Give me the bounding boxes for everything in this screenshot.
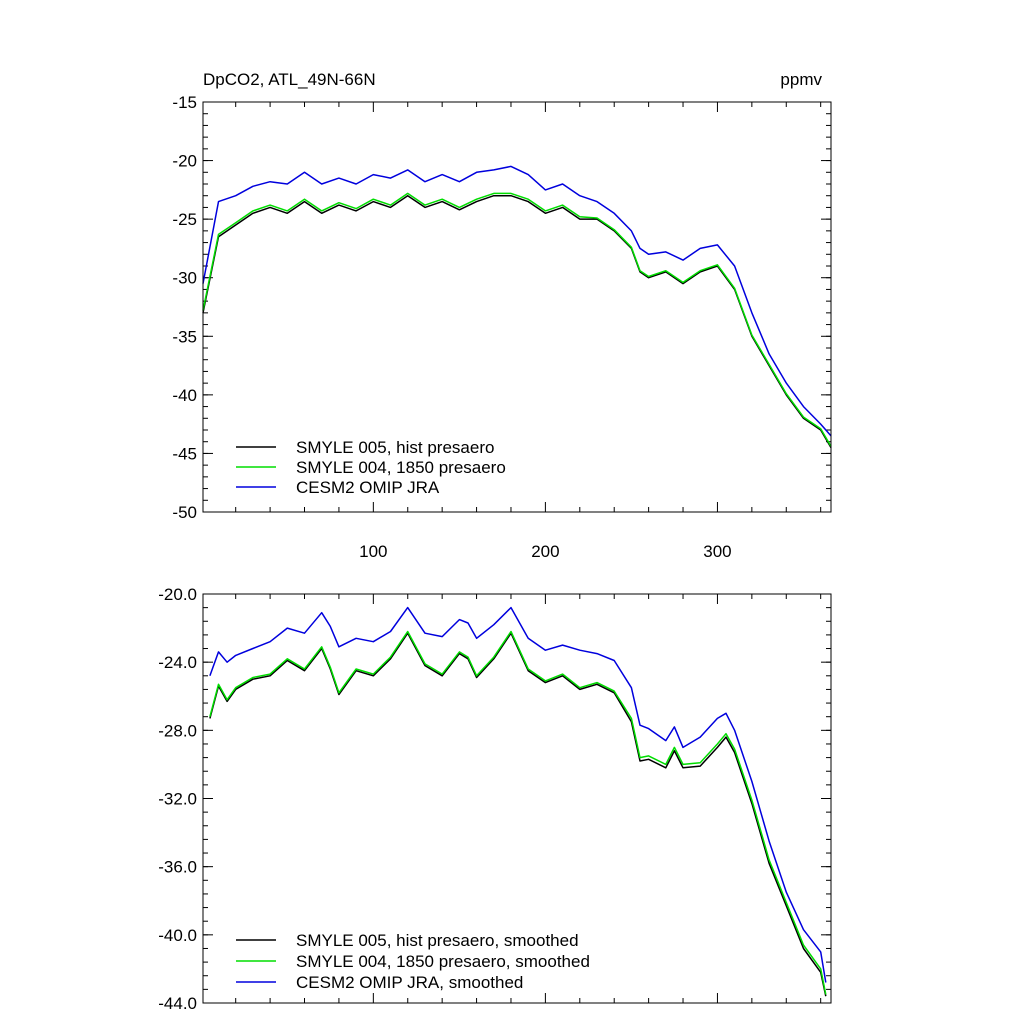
y-tick-label: -40 [172,386,197,405]
x-tick-label: 100 [359,542,387,561]
series-line-cesm2-omip-jra [202,165,832,437]
legend-label-cesm2-omip-jra-smoothed: CESM2 OMIP JRA, smoothed [296,973,523,992]
y-tick-label: -30 [172,269,197,288]
y-tick-label: -24.0 [158,653,197,672]
top-plot-frame [202,101,832,513]
top-series-lines [202,165,832,448]
y-tick-label: -15 [172,93,197,112]
series-line-smyle-005-hist-presaero [202,194,832,448]
series-line-smyle-004-1850-presaero-smoothed [209,630,827,995]
y-tick-label: -44.0 [158,994,197,1013]
x-tick-label: 300 [703,542,731,561]
y-tick-label: -35 [172,327,197,346]
legend-label-smyle-004-1850-presaero: SMYLE 004, 1850 presaero [296,458,506,477]
series-line-cesm2-omip-jra-smoothed [209,606,827,983]
y-tick-label: -45 [172,444,197,463]
legend-label-smyle-004-1850-presaero-smoothed: SMYLE 004, 1850 presaero, smoothed [296,952,590,971]
top-y-tick-labels: -50 -45 -40 -35 -30 -25 -20 -15 [172,93,197,522]
y-tick-label: -20.0 [158,585,197,604]
top-x-tick-labels: 100 200 300 [359,542,731,561]
x-tick-label: 200 [531,542,559,561]
y-tick-label: -40.0 [158,926,197,945]
bottom-panel: -44.0 -40.0 -36.0 -32.0 -28.0 -24.0 -20.0 SMYL… [158,585,832,1013]
y-tick-label: -36.0 [158,858,197,877]
y-tick-label: -32.0 [158,790,197,809]
bottom-y-tick-labels: -44.0 -40.0 -36.0 -32.0 -28.0 -24.0 -20.0 [158,585,197,1013]
bottom-legend: SMYLE 005, hist presaero, smoothed SMYLE … [236,931,590,992]
plot-title-left: DpCO2, ATL_49N-66N [203,70,376,89]
y-tick-label: -25 [172,210,197,229]
y-tick-label: -28.0 [158,721,197,740]
y-tick-label: -20 [172,152,197,171]
y-tick-label: -50 [172,503,197,522]
series-line-smyle-004-1850-presaero [202,192,832,447]
legend-label-cesm2-omip-jra: CESM2 OMIP JRA [296,478,440,497]
plot-title-right: ppmv [780,70,822,89]
bottom-plot-frame [202,593,832,1004]
legend-label-smyle-005-hist-presaero: SMYLE 005, hist presaero [296,438,494,457]
top-panel: -50 -45 -40 -35 -30 -25 -20 -15 100 200 300 SMYLE… [172,93,832,561]
bottom-series-lines [209,606,827,997]
legend-label-smyle-005-hist-presaero-smoothed: SMYLE 005, hist presaero, smoothed [296,931,579,950]
